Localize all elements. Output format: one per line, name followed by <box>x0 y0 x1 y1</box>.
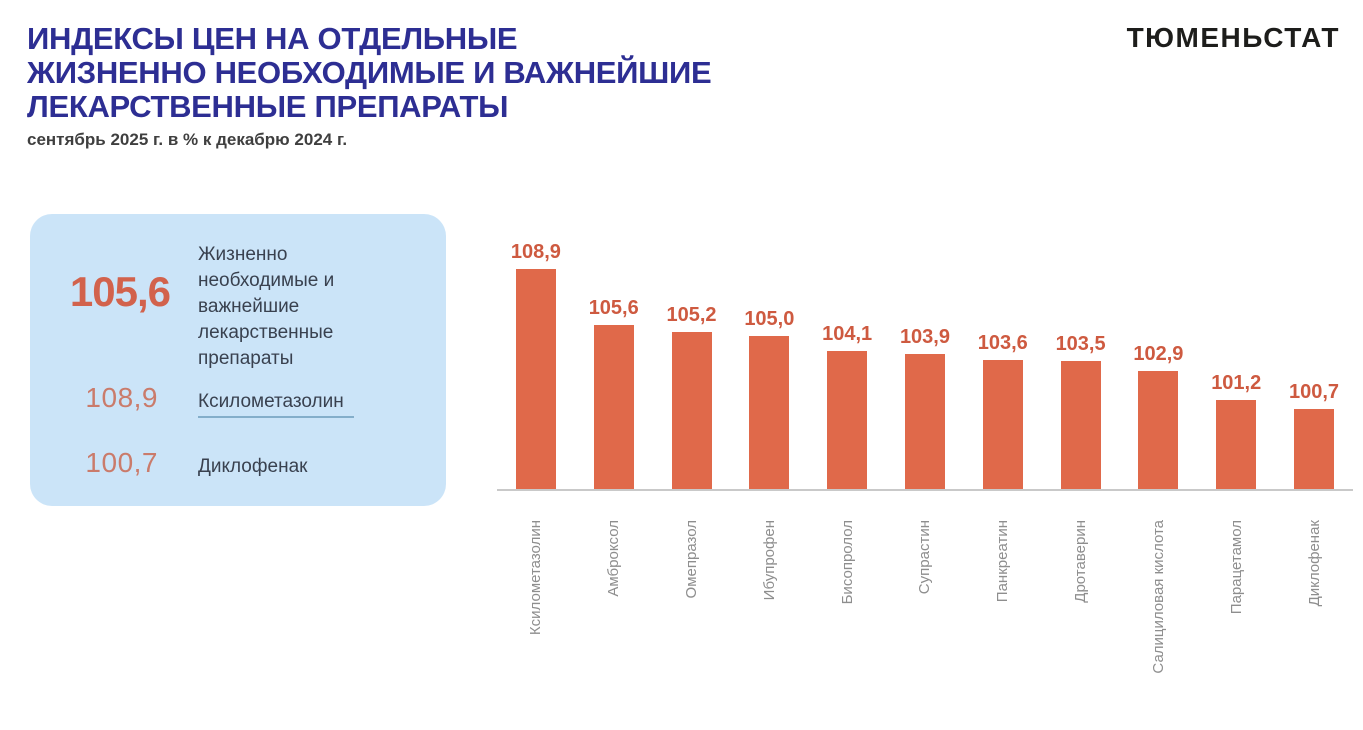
bar <box>904 354 945 489</box>
bar <box>1060 361 1101 489</box>
x-axis-label: Панкреатин <box>994 520 1012 603</box>
bar <box>671 332 712 489</box>
bar <box>593 325 634 489</box>
bar-value-label: 103,6 <box>977 332 1028 354</box>
bar-value-label: 103,9 <box>899 326 950 348</box>
bar-chart-xlabels: Ксилометазолин Амброксол Омепразол Ибупрофе… <box>497 520 1353 700</box>
bar-value-label: 105,0 <box>744 308 795 330</box>
bar <box>827 351 868 489</box>
x-axis-label: Ксилометазолин <box>527 520 545 636</box>
x-axis-label: Супрастин <box>916 520 934 595</box>
bar-slot: 105,0 <box>730 308 808 489</box>
highlight-label: Ксилометазолин <box>198 391 354 418</box>
bar-slot: 103,5 <box>1042 333 1120 489</box>
bar-value-label: 101,2 <box>1211 372 1262 394</box>
bar <box>1216 400 1257 489</box>
bar-slot: 101,2 <box>1197 372 1275 489</box>
page-title-line-2: ЖИЗНЕННО НЕОБХОДИМЫЕ И ВАЖНЕЙШИЕ <box>27 55 712 90</box>
bar-chart-bars: 108,9 105,6 105,2 105,0 104,1 103,9 103,6 103,5… <box>497 239 1353 489</box>
chart-axis-line <box>497 489 1353 491</box>
summary-highlight-row: 100,7 Диклофенак <box>30 447 446 479</box>
x-axis-label-cell: Супрастин <box>886 520 964 700</box>
bar-slot: 105,2 <box>653 304 731 489</box>
bar-slot: 100,7 <box>1275 381 1353 489</box>
page-subtitle: сентябрь 2025 г. в % к декабрю 2024 г. <box>27 130 348 149</box>
bar-slot: 102,9 <box>1120 343 1198 489</box>
summary-panel: 105,6 Жизненно необходимые и важнейшие л… <box>30 214 446 506</box>
x-axis-label: Парацетамол <box>1227 520 1245 615</box>
x-axis-label: Салициловая кислота <box>1149 520 1167 674</box>
bar <box>982 360 1023 489</box>
tyumenstat-logo: ТЮМЕНЬСТАТ <box>1126 22 1340 53</box>
bar-value-label: 103,5 <box>1055 333 1106 355</box>
bar-slot: 103,9 <box>886 326 964 489</box>
bar-value-label: 105,2 <box>666 304 717 326</box>
x-axis-label-cell: Амброксол <box>575 520 653 700</box>
x-axis-label: Диклофенак <box>1305 520 1323 607</box>
bar <box>1294 409 1335 489</box>
x-axis-label: Ибупрофен <box>760 520 778 601</box>
summary-main-row: 105,6 Жизненно необходимые и важнейшие л… <box>30 242 446 372</box>
x-axis-label-cell: Парацетамол <box>1197 520 1275 700</box>
highlight-value: 100,7 <box>85 447 158 478</box>
x-axis-label: Бисопролол <box>838 520 856 605</box>
x-axis-label-cell: Бисопролол <box>808 520 886 700</box>
bar <box>515 269 556 489</box>
x-axis-label: Амброксол <box>605 520 623 597</box>
page-title-line-3: ЛЕКАРСТВЕННЫЕ ПРЕПАРАТЫ <box>27 89 509 124</box>
page-title-line-1: ИНДЕКСЫ ЦЕН НА ОТДЕЛЬНЫЕ <box>27 21 518 56</box>
x-axis-label-cell: Ксилометазолин <box>497 520 575 700</box>
x-axis-label-cell: Салициловая кислота <box>1120 520 1198 700</box>
x-axis-label-cell: Дротаверин <box>1042 520 1120 700</box>
highlight-value: 108,9 <box>85 382 158 413</box>
summary-main-label: Жизненно необходимые и важнейшие лекарст… <box>198 244 335 369</box>
x-axis-label: Омепразол <box>683 520 701 599</box>
highlight-label: Диклофенак <box>198 456 308 477</box>
bar-value-label: 104,1 <box>822 323 873 345</box>
bar <box>1138 371 1179 489</box>
x-axis-label-cell: Диклофенак <box>1275 520 1353 700</box>
bar-value-label: 105,6 <box>588 297 639 319</box>
bar-slot: 105,6 <box>575 297 653 489</box>
x-axis-label-cell: Ибупрофен <box>730 520 808 700</box>
bar <box>749 336 790 489</box>
summary-main-value: 105,6 <box>69 268 171 315</box>
bar-value-label: 102,9 <box>1133 343 1184 365</box>
x-axis-label: Дротаверин <box>1072 520 1090 603</box>
x-axis-label-cell: Панкреатин <box>964 520 1042 700</box>
bar-value-label: 100,7 <box>1289 381 1340 403</box>
bar-slot: 108,9 <box>497 241 575 489</box>
x-axis-label-cell: Омепразол <box>653 520 731 700</box>
bar-slot: 103,6 <box>964 332 1042 489</box>
page-header: ИНДЕКСЫ ЦЕН НА ОТДЕЛЬНЫЕ ЖИЗНЕННО НЕОБХО… <box>27 21 712 150</box>
summary-highlight-row: 108,9 Ксилометазолин <box>30 382 446 418</box>
bar-value-label: 108,9 <box>510 241 561 263</box>
bar-slot: 104,1 <box>808 323 886 489</box>
